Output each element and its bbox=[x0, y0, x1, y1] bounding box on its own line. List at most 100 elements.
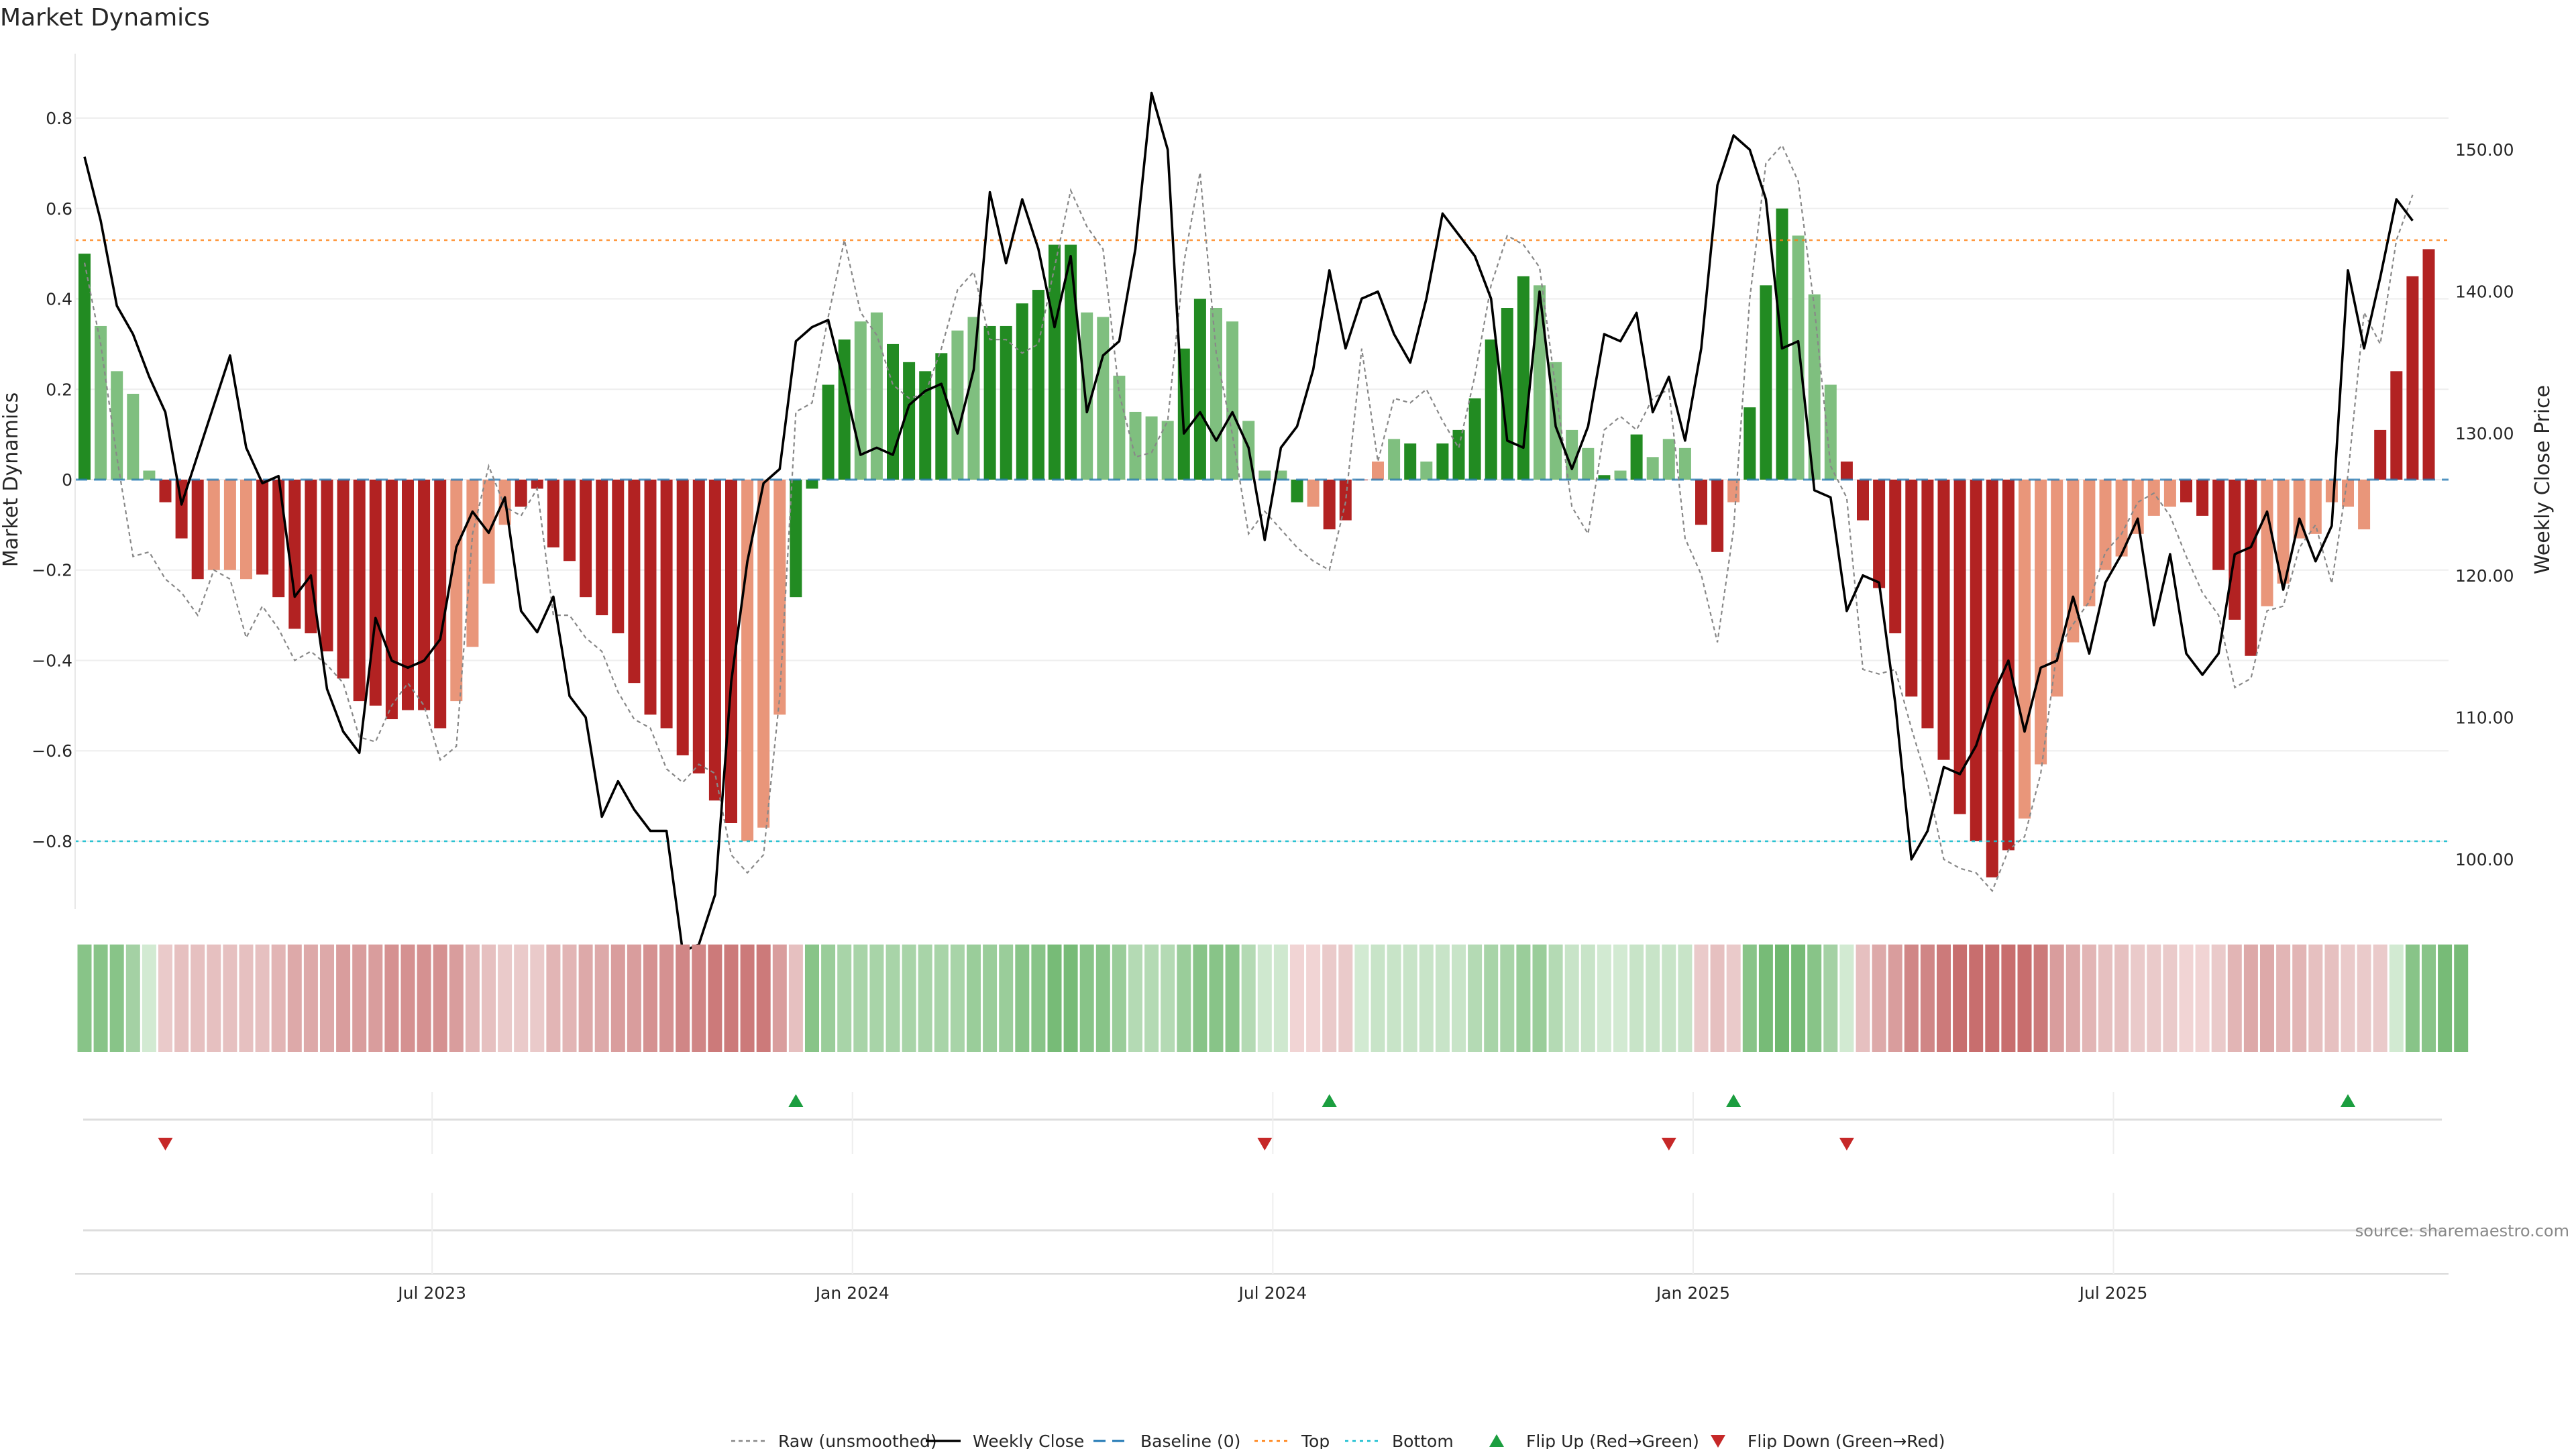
heat-cell bbox=[1128, 945, 1142, 1052]
right-tick-label: 150.00 bbox=[2455, 140, 2514, 160]
momentum-bar bbox=[2261, 480, 2273, 606]
momentum-bar bbox=[531, 480, 543, 489]
heat-cell bbox=[627, 945, 641, 1052]
momentum-bar bbox=[466, 480, 479, 647]
heat-cell bbox=[1872, 945, 1886, 1052]
heat-cell bbox=[1112, 945, 1126, 1052]
x-tick-label: Jan 2025 bbox=[1655, 1283, 1730, 1303]
momentum-bar bbox=[1646, 457, 1659, 480]
heat-cell bbox=[2454, 945, 2469, 1052]
momentum-bar bbox=[223, 480, 236, 570]
momentum-bar bbox=[1921, 480, 1934, 729]
momentum-bar bbox=[515, 480, 527, 507]
left-tick-label: −0.6 bbox=[32, 741, 72, 761]
heat-cell bbox=[2033, 945, 2048, 1052]
momentum-bar bbox=[1695, 480, 1707, 525]
momentum-bar bbox=[1727, 480, 1740, 502]
heat-cell bbox=[1629, 945, 1644, 1052]
heat-cell bbox=[740, 945, 755, 1052]
momentum-bar bbox=[2035, 480, 2047, 765]
heat-cell bbox=[1969, 945, 1984, 1052]
heat-cell bbox=[578, 945, 593, 1052]
flip-up-marker bbox=[1322, 1094, 1337, 1107]
legend-item-bottom: Bottom bbox=[1345, 1432, 1454, 1449]
heat-cell bbox=[643, 945, 657, 1052]
left-tick-label: 0 bbox=[62, 470, 72, 490]
heat-cell bbox=[1791, 945, 1806, 1052]
momentum-bar bbox=[1291, 480, 1303, 502]
x-axis: Jul 2023 Jan 2024 Jul 2024 Jan 2025 Jul 2025 bbox=[396, 1092, 2147, 1303]
momentum-bar bbox=[660, 480, 673, 729]
momentum-bar bbox=[402, 480, 414, 710]
momentum-bar bbox=[1970, 480, 1982, 841]
heat-cell bbox=[1177, 945, 1191, 1052]
heat-cell bbox=[950, 945, 965, 1052]
left-tick-label: 0.6 bbox=[46, 199, 72, 219]
heat-cell bbox=[1387, 945, 1401, 1052]
momentum-bar bbox=[1000, 325, 1012, 480]
heat-cell bbox=[1290, 945, 1304, 1052]
momentum-bar bbox=[903, 362, 916, 480]
momentum-bar bbox=[111, 371, 123, 480]
momentum-bar bbox=[1065, 244, 1077, 480]
heat-cell bbox=[2131, 945, 2145, 1052]
heat-cell bbox=[449, 945, 464, 1052]
heat-cell bbox=[1419, 945, 1434, 1052]
x-tick-label: Jul 2025 bbox=[2078, 1283, 2148, 1303]
heat-cell bbox=[1484, 945, 1499, 1052]
flip-up-marker bbox=[1726, 1094, 1741, 1107]
momentum-bar bbox=[353, 480, 366, 702]
momentum-bar bbox=[1404, 443, 1417, 480]
heat-cell bbox=[498, 945, 513, 1052]
momentum-bar bbox=[967, 317, 980, 480]
heat-cell bbox=[546, 945, 561, 1052]
heat-cell bbox=[1823, 945, 1838, 1052]
heat-cell bbox=[1468, 945, 1483, 1052]
momentum-bar bbox=[434, 480, 447, 729]
heat-cell bbox=[352, 945, 367, 1052]
flip-up-marker bbox=[2341, 1094, 2355, 1107]
source-note: source: sharemaestro.com bbox=[2355, 1222, 2569, 1240]
heat-cell bbox=[562, 945, 577, 1052]
legend-item-flip_down: Flip Down (Green→Red) bbox=[1711, 1432, 1945, 1449]
momentum-bar bbox=[1953, 480, 1966, 814]
heat-cell bbox=[1063, 945, 1078, 1052]
heat-cell bbox=[1532, 945, 1547, 1052]
heat-cell bbox=[239, 945, 254, 1052]
heat-cell bbox=[724, 945, 739, 1052]
momentum-bar bbox=[2325, 480, 2338, 502]
momentum-bar bbox=[2342, 480, 2354, 507]
momentum-bar bbox=[1307, 480, 1320, 507]
heat-cell bbox=[2211, 945, 2226, 1052]
heat-cell bbox=[1758, 945, 1773, 1052]
heat-cell bbox=[788, 945, 803, 1052]
heat-cell bbox=[109, 945, 124, 1052]
heat-cell bbox=[207, 945, 221, 1052]
heat-strip bbox=[77, 945, 2469, 1052]
heat-cell bbox=[756, 945, 771, 1052]
heat-cell bbox=[2308, 945, 2323, 1052]
left-tick-label: 0.4 bbox=[46, 290, 72, 309]
heat-cell bbox=[1742, 945, 1757, 1052]
momentum-bar bbox=[757, 480, 770, 828]
momentum-bar bbox=[1630, 434, 1643, 480]
momentum-bar bbox=[1566, 429, 1578, 480]
heat-cell bbox=[158, 945, 172, 1052]
heat-cell bbox=[320, 945, 334, 1052]
momentum-bar bbox=[1808, 294, 1821, 480]
momentum-bar bbox=[1032, 290, 1044, 480]
heat-cell bbox=[610, 945, 625, 1052]
heat-cell bbox=[853, 945, 868, 1052]
momentum-bar bbox=[1210, 308, 1222, 480]
momentum-bar bbox=[1792, 235, 1805, 480]
flip-panel bbox=[83, 1094, 2442, 1150]
momentum-bar bbox=[1420, 462, 1433, 480]
momentum-bar bbox=[2180, 480, 2192, 502]
heat-cell bbox=[708, 945, 722, 1052]
momentum-bar bbox=[321, 480, 333, 651]
heat-cell bbox=[1904, 945, 1919, 1052]
momentum-bar bbox=[288, 480, 301, 629]
heat-cell bbox=[530, 945, 545, 1052]
momentum-bar bbox=[1501, 308, 1513, 480]
momentum-bar bbox=[806, 480, 818, 489]
